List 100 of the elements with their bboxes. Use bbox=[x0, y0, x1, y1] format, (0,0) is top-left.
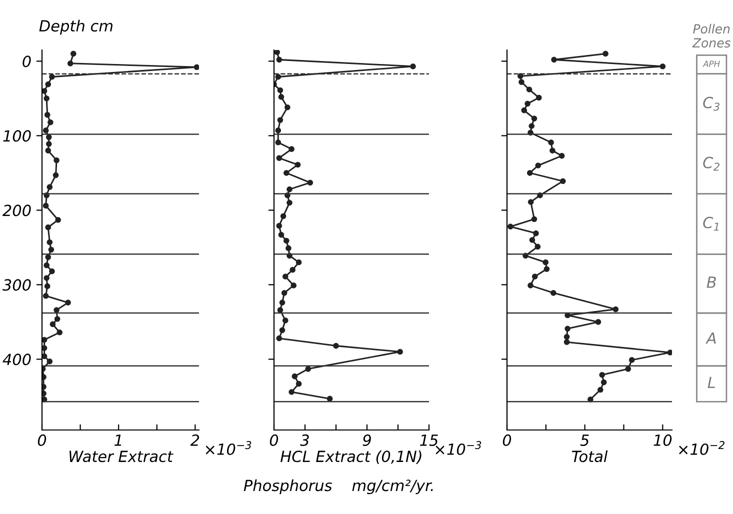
point bbox=[558, 152, 565, 159]
point bbox=[42, 202, 49, 209]
x-tick-label: 0 bbox=[502, 434, 512, 446]
point bbox=[54, 157, 60, 164]
text: L bbox=[708, 376, 715, 388]
point bbox=[564, 312, 570, 318]
point bbox=[56, 329, 63, 336]
point bbox=[290, 266, 296, 273]
point bbox=[410, 63, 416, 70]
text: C$_{2}$ bbox=[703, 156, 720, 171]
point bbox=[612, 306, 619, 312]
point bbox=[660, 63, 666, 70]
text: Pollen Zones bbox=[692, 24, 731, 48]
x-tick-label: 9 bbox=[362, 434, 371, 446]
point bbox=[277, 87, 284, 94]
point bbox=[521, 107, 528, 114]
point bbox=[296, 380, 302, 387]
point bbox=[49, 74, 55, 80]
point bbox=[532, 274, 538, 280]
point bbox=[548, 139, 554, 146]
point bbox=[281, 290, 288, 296]
point bbox=[44, 275, 50, 281]
text: C$_{3}$ bbox=[703, 96, 720, 111]
point bbox=[284, 104, 290, 110]
point bbox=[44, 262, 50, 268]
text: APH bbox=[702, 60, 720, 67]
point bbox=[275, 128, 282, 134]
point bbox=[52, 172, 59, 178]
y-axis-title: Depth cm bbox=[39, 20, 112, 35]
point bbox=[294, 162, 301, 168]
point bbox=[528, 282, 534, 288]
point bbox=[564, 339, 570, 345]
point bbox=[42, 353, 48, 360]
point bbox=[544, 266, 550, 272]
point bbox=[278, 232, 284, 238]
point bbox=[67, 60, 74, 66]
point bbox=[42, 336, 48, 343]
point bbox=[517, 73, 524, 79]
point bbox=[508, 224, 514, 230]
point bbox=[535, 162, 542, 168]
y-tick-label: 100 bbox=[3, 130, 31, 142]
point bbox=[46, 239, 53, 246]
text: A bbox=[706, 332, 716, 344]
point bbox=[45, 254, 52, 260]
text: B bbox=[706, 276, 716, 288]
point bbox=[536, 94, 542, 101]
point bbox=[276, 222, 282, 229]
point bbox=[286, 200, 292, 206]
point bbox=[275, 74, 282, 80]
text: ×10$^{−3}$ bbox=[206, 441, 252, 456]
point bbox=[276, 155, 282, 161]
point bbox=[282, 274, 288, 280]
point bbox=[595, 319, 602, 325]
x-tick-label: 0 bbox=[38, 434, 46, 446]
point bbox=[286, 245, 292, 252]
point bbox=[54, 316, 60, 322]
point bbox=[550, 148, 556, 154]
point bbox=[48, 119, 54, 126]
point bbox=[274, 50, 280, 56]
point bbox=[564, 334, 570, 340]
point bbox=[65, 300, 71, 306]
point bbox=[531, 216, 538, 222]
point bbox=[602, 50, 608, 57]
point bbox=[531, 116, 538, 122]
x-tick-label: 10 bbox=[654, 434, 672, 446]
point bbox=[667, 350, 672, 356]
point bbox=[533, 230, 539, 236]
point bbox=[277, 307, 284, 313]
point bbox=[296, 259, 302, 266]
point bbox=[46, 358, 53, 364]
point bbox=[292, 373, 298, 380]
point bbox=[628, 357, 635, 363]
point bbox=[282, 318, 288, 324]
point bbox=[42, 292, 49, 299]
point bbox=[529, 237, 536, 243]
point bbox=[597, 386, 604, 393]
point bbox=[288, 146, 294, 152]
y-tick-label: 400 bbox=[2, 354, 31, 366]
point bbox=[55, 216, 61, 223]
point bbox=[564, 326, 570, 332]
text: ×10$^{−2}$ bbox=[679, 441, 724, 456]
point bbox=[49, 268, 55, 274]
point bbox=[194, 64, 199, 70]
point bbox=[42, 345, 48, 351]
point bbox=[333, 342, 339, 349]
point bbox=[46, 184, 53, 190]
point bbox=[550, 290, 556, 296]
point bbox=[276, 56, 282, 63]
x-axis-title: Water Extract bbox=[70, 450, 174, 462]
y-tick-label: 300 bbox=[2, 279, 31, 291]
point bbox=[46, 140, 52, 147]
point bbox=[551, 56, 557, 63]
point bbox=[45, 81, 52, 88]
point bbox=[46, 134, 52, 140]
text: C$_{1}$ bbox=[703, 216, 719, 231]
point bbox=[283, 170, 290, 176]
x-tick-label: 3 bbox=[300, 434, 309, 446]
point bbox=[534, 244, 541, 250]
y-tick-label: 200 bbox=[2, 204, 31, 216]
point bbox=[283, 238, 290, 244]
